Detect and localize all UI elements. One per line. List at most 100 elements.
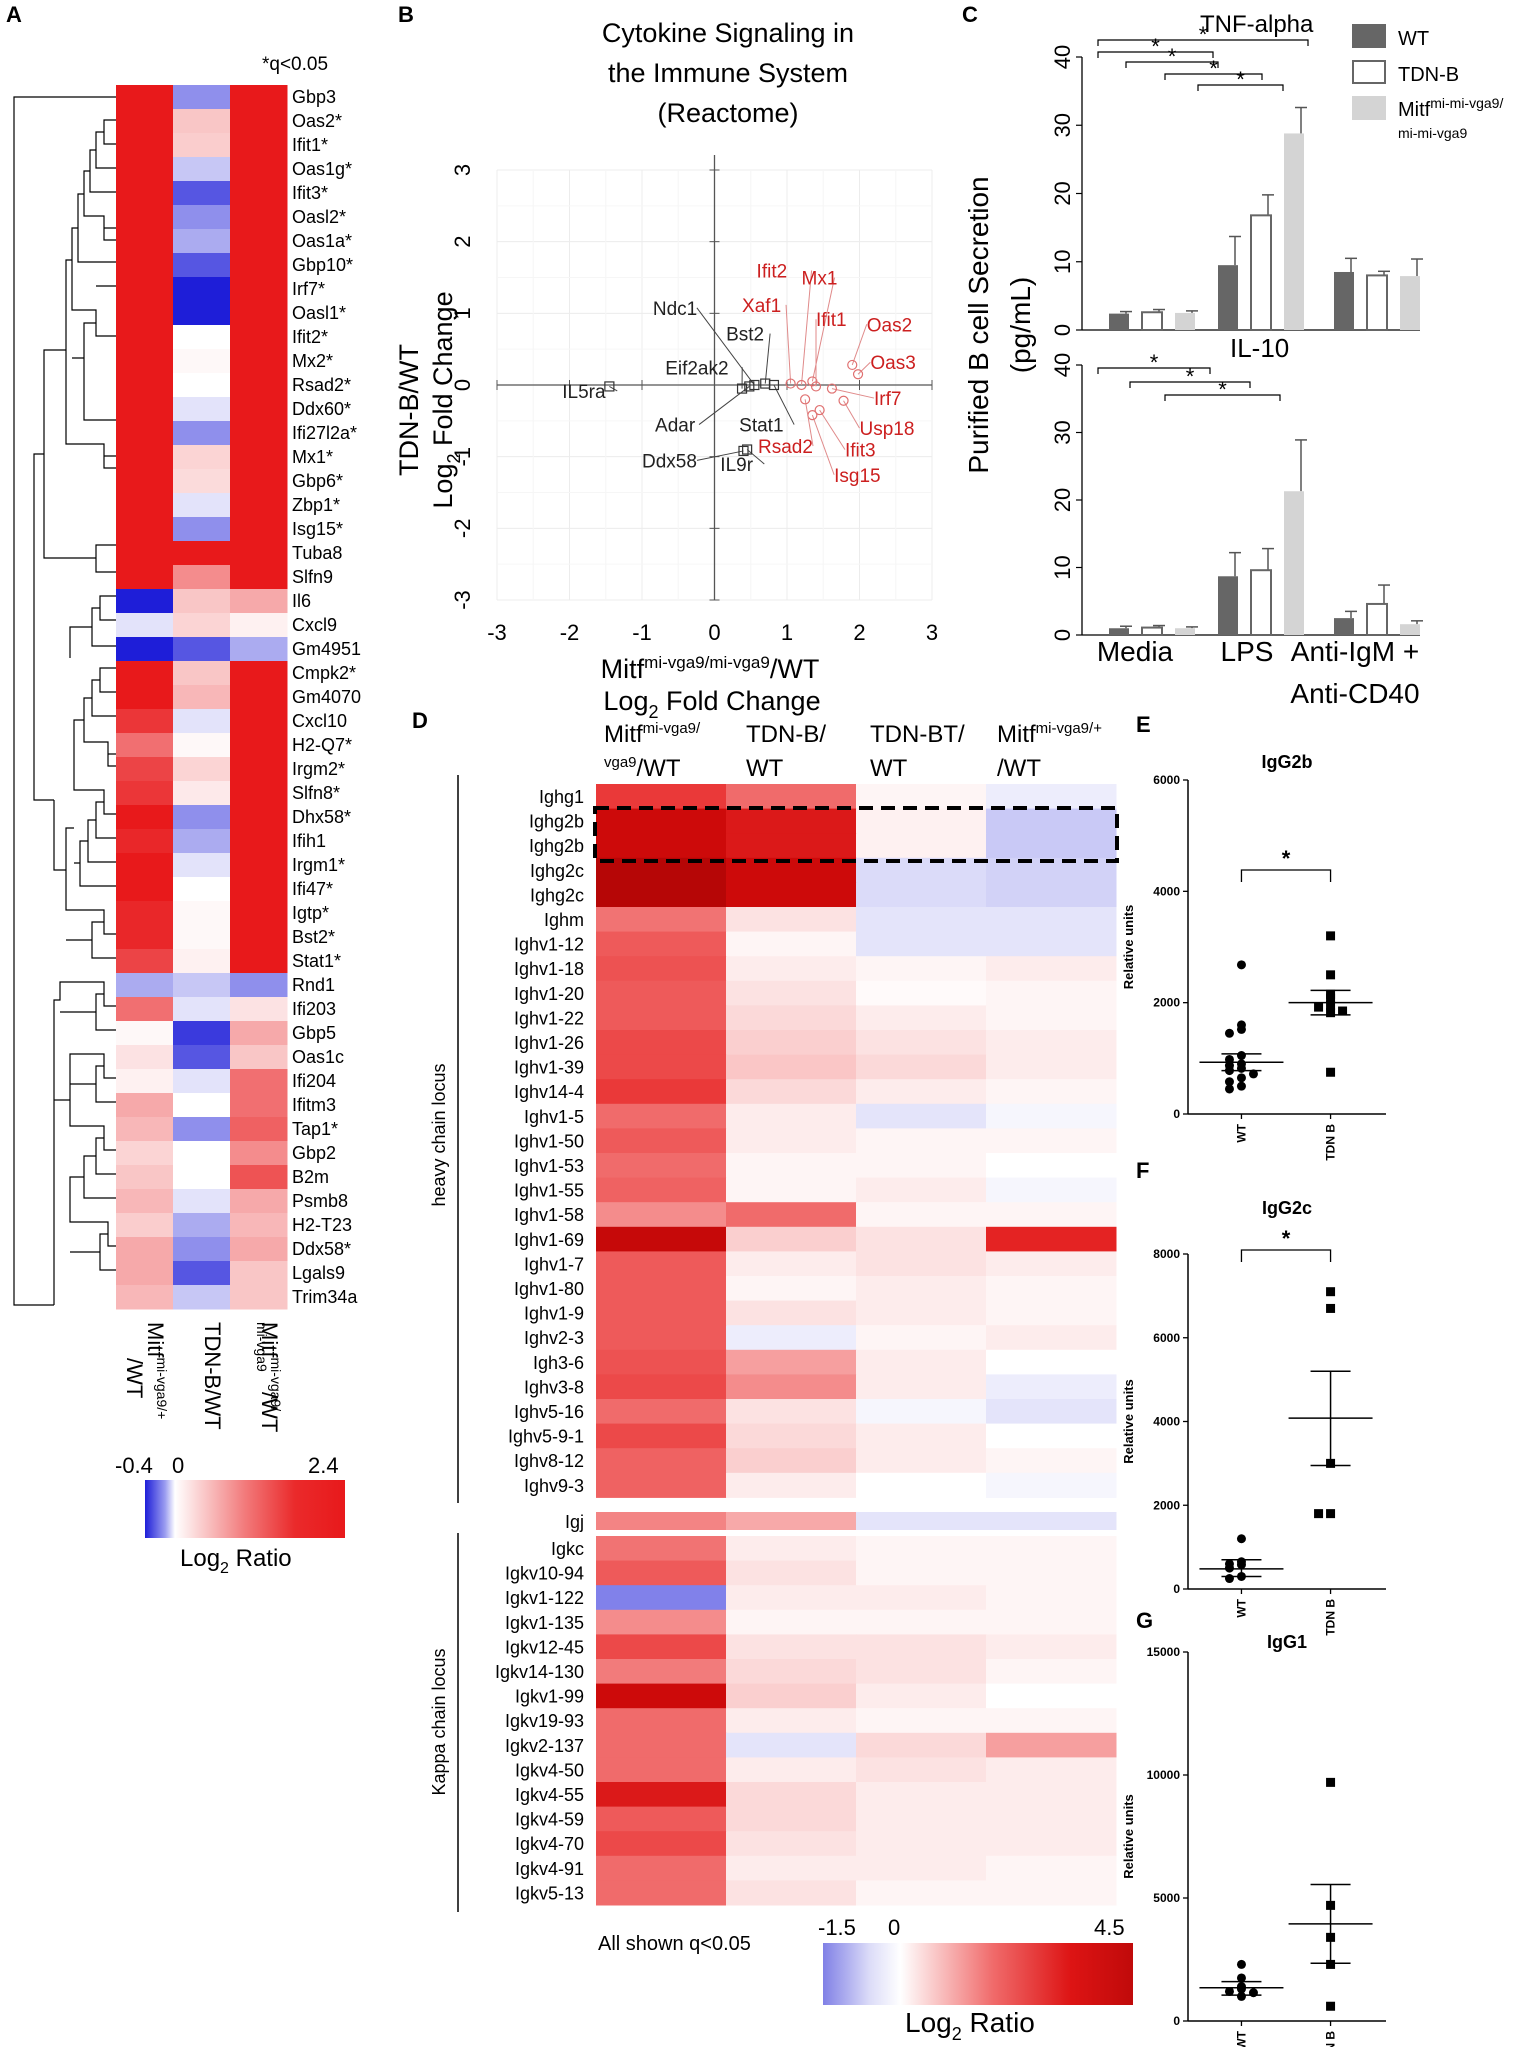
bar-c-ylabel: Purified B cell Secretion [963, 176, 994, 473]
heatmap-a-row-label: Tap1* [292, 1119, 338, 1139]
heatmap-a-cell-mx2-1 [173, 349, 231, 374]
heatmap-a-row-label: Irf7* [292, 279, 325, 299]
data-point-tdn-b [1326, 1000, 1336, 1010]
heatmap-d-cell-ighv1-20-3 [986, 980, 1117, 1006]
heatmap-a-row-label: Oas1g* [292, 159, 352, 179]
bar-il-10-tdn-b-2 [1366, 602, 1388, 637]
heatmap-d-cell-ighv1-50-0 [596, 1128, 727, 1154]
heatmap-d-cell-ighv14-4-1 [726, 1079, 857, 1105]
sig-star-tnf: * [1199, 22, 1208, 47]
heatmap-a-cell-h2-t23-2 [230, 1213, 288, 1238]
point-label-usp18: Usp18 [860, 419, 915, 440]
heatmap-a-row-label: H2-Q7* [292, 735, 352, 755]
heatmap-a-row-label: Igtp* [292, 903, 329, 923]
x-tick-label-b: 2 [853, 620, 865, 645]
bar-tnf-alpha-tdn-b-0 [1141, 311, 1163, 332]
heatmap-d-row-label: Ighm [544, 910, 584, 930]
heatmap-d-row-label: Ighv1-55 [514, 1181, 584, 1201]
heatmap-d-cell-igkv4-50-3 [986, 1757, 1117, 1783]
heatmap-a-row-label: Slfn8* [292, 783, 340, 803]
heatmap-d-cell-ighv1-55-2 [856, 1177, 987, 1203]
heatmap-a-row-label: Ddx60* [292, 399, 351, 419]
heatmap-d-cell-igkv4-70-3 [986, 1831, 1117, 1857]
dotplot-y-tick-label: 10000 [1147, 1768, 1181, 1782]
heatmap-d-cell-ighm-3 [986, 907, 1117, 933]
heatmap-a-row-label: Gbp3 [292, 87, 336, 107]
heatmap-a-cell-oas1g-1 [173, 157, 231, 182]
leader-line-irf7 [831, 388, 875, 399]
heatmap-d-cell-igkv1-122-0 [596, 1585, 727, 1611]
data-point-tdn-b [1314, 1509, 1324, 1519]
heatmap-d-cell-ighv1-80-1 [726, 1276, 857, 1302]
heatmap-a-legend-bar [145, 1480, 345, 1538]
dotplot-y-tick-label: 6000 [1153, 773, 1180, 787]
heatmap-a-row-label: Ifitm3 [292, 1095, 336, 1115]
heatmap-d-cell-igkv1-135-2 [856, 1609, 987, 1635]
heatmap-d-row-label: Ighg2b [529, 812, 584, 832]
dotplot-y-label: Relative units [1121, 1379, 1136, 1464]
heatmap-a-row-label: Isg15* [292, 519, 343, 539]
legend-swatch-wt [1352, 24, 1386, 48]
heatmap-d-cell-igj-3 [986, 1512, 1117, 1530]
heatmap-d-cell-igkv4-50-2 [856, 1757, 987, 1783]
heatmap-d-row-label: Ighv1-12 [514, 935, 584, 955]
heatmap-a-cell-ddx58-0 [116, 1237, 174, 1262]
heatmap-d-row-label: Ighv5-9-1 [508, 1427, 584, 1447]
heatmap-a-row-label: Il6 [292, 591, 311, 611]
heatmap-d-cell-ighv1-53-2 [856, 1153, 987, 1179]
heatmap-d-cell-ighv5-16-0 [596, 1399, 727, 1425]
heatmap-a-cell-gbp3-2 [230, 85, 288, 110]
point-irf7 [826, 383, 838, 394]
heatmap-d-cell-ighv1-22-2 [856, 1005, 987, 1031]
data-point-tdn-b [1338, 1006, 1348, 1016]
bar-c-y-tick-label: 40 [1050, 353, 1075, 377]
data-point-wt [1236, 960, 1246, 970]
heatmap-a-cell-oas2-2 [230, 109, 288, 134]
heatmap-d-cell-ighv8-12-1 [726, 1448, 857, 1474]
heatmap-d-cell-ighv1-9-2 [856, 1300, 987, 1326]
heatmap-d-cell-ighv1-39-3 [986, 1054, 1117, 1080]
heatmap-a-cell-ddx58-2 [230, 1237, 288, 1262]
point-label-ndc1: Ndc1 [653, 299, 697, 320]
heatmap-a-cell-oasl2-1 [173, 205, 231, 230]
heatmap-d-cell-ighv5-16-3 [986, 1399, 1117, 1425]
bar-tnf-alpha-wt-2 [1334, 271, 1354, 330]
point-il9r [742, 444, 753, 455]
dotplot-y-tick-label: 0 [1173, 1107, 1180, 1121]
heatmap-d-cell-ighv1-12-0 [596, 931, 727, 957]
heatmap-a-cell-ddx60-1 [173, 397, 231, 422]
heatmap-d-cell-igkv4-55-0 [596, 1782, 727, 1808]
heatmap-d-cell-ighv1-26-1 [726, 1030, 857, 1056]
heatmap-a-cell-ifih1-2 [230, 829, 288, 854]
heatmap-a-cell-gbp10-1 [173, 253, 231, 278]
heatmap-d-row-label: Ighv1-58 [514, 1205, 584, 1225]
bar-il-10-tdn-b-0 [1141, 626, 1163, 637]
heatmap-a-cell-irgm1-2 [230, 853, 288, 878]
leader-line-usp18 [843, 400, 860, 429]
bar-c-y-tick-label: 10 [1050, 555, 1075, 579]
heatmap-a-cell-slfn9-0 [116, 565, 174, 590]
heatmap-d-cell-ighv1-80-0 [596, 1276, 727, 1302]
heatmap-d-cell-ighv1-53-0 [596, 1153, 727, 1179]
bar-tnf-alpha-mitf-0 [1175, 312, 1195, 330]
heatmap-a-row-label: Lgals9 [292, 1263, 345, 1283]
data-point-tdn-b [1326, 1303, 1336, 1313]
data-point-wt [1236, 1984, 1246, 1994]
point-label-stat1: Stat1 [739, 416, 783, 437]
data-point-tdn-b [1326, 1067, 1336, 1077]
heatmap-d-cell-ighv1-69-3 [986, 1226, 1117, 1252]
heatmap-d-cell-igh3-6-2 [856, 1349, 987, 1375]
heatmap-a-cell-gbp5-2 [230, 1021, 288, 1046]
heatmap-d-cell-ighv5-9-1-0 [596, 1423, 727, 1449]
sig-bracket-tnf [1097, 51, 1214, 58]
heatmap-a-row-label: Rsad2* [292, 375, 351, 395]
point-adar [744, 381, 755, 392]
heatmap-a-cell-gbp2-2 [230, 1141, 288, 1166]
point-ifit3 [814, 404, 825, 416]
heatmap-a-row-label: Oasl1* [292, 303, 346, 323]
point-oas2 [847, 359, 858, 371]
heatmap-a-cell-mx2-2 [230, 349, 288, 374]
dotplot-y-tick-label: 5000 [1153, 1891, 1180, 1905]
data-point-tdn-b [1326, 970, 1336, 980]
heatmap-d-cell-igkv10-94-3 [986, 1560, 1117, 1586]
